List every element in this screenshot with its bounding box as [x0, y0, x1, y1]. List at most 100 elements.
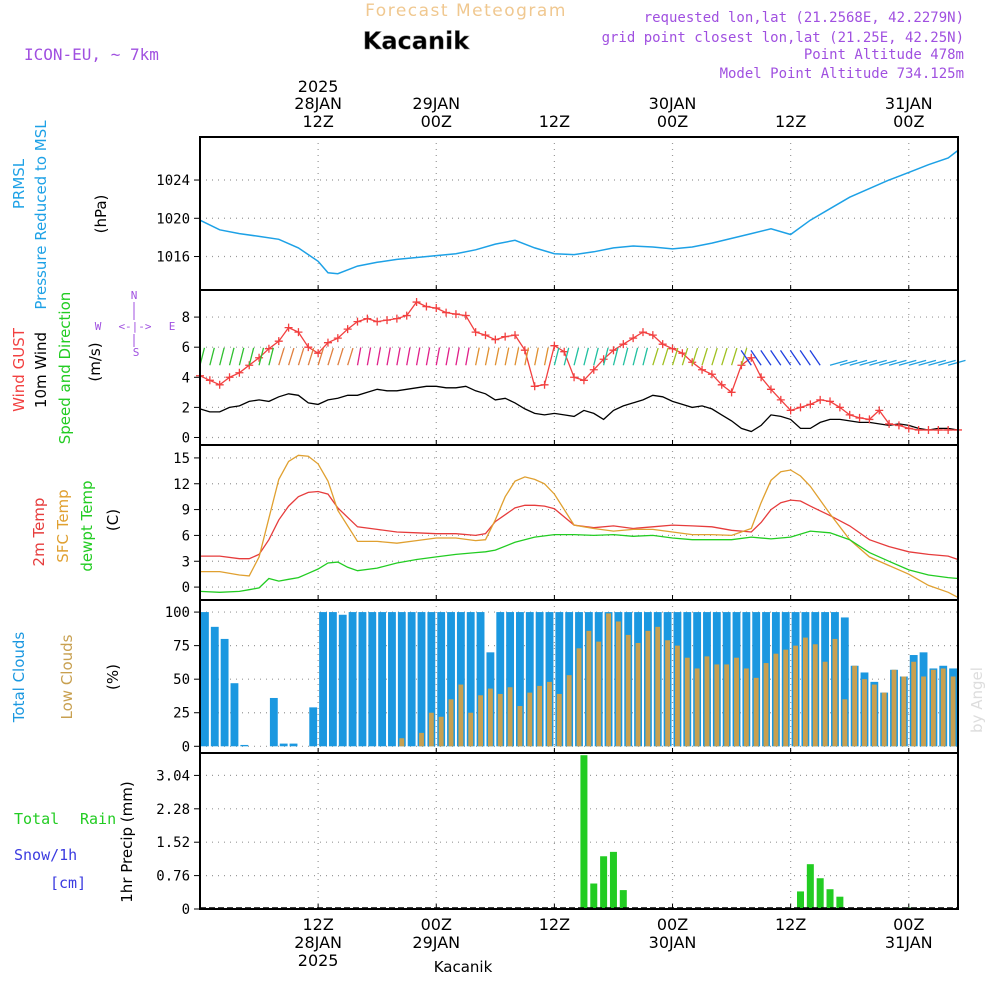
- wind10m-line: [199, 385, 959, 433]
- top-time-label: 12Z: [775, 112, 806, 131]
- tsfc-line: [200, 454, 959, 598]
- clouds-ytick-label: 75: [173, 639, 190, 655]
- dewpt-line: [199, 530, 959, 593]
- wind-arrow: [484, 347, 490, 366]
- wind-arrow: [632, 347, 639, 366]
- gust-point: [894, 421, 903, 430]
- gust-point: [757, 373, 766, 382]
- banner-title: Forecast Meteogram: [365, 1, 567, 21]
- total-cloud-bar: [555, 612, 564, 747]
- wind-arrow: [642, 347, 649, 366]
- gust-point: [383, 316, 392, 325]
- total-cloud-bar: [525, 612, 534, 747]
- gust-point: [550, 341, 559, 350]
- wind-arrow: [425, 347, 431, 366]
- low-cloud-bar: [665, 640, 671, 747]
- gust-point: [451, 310, 460, 319]
- total-cloud-bar: [319, 612, 327, 747]
- gust-point: [274, 337, 283, 346]
- clouds-panel: 0 25 50 75 100: [165, 599, 959, 755]
- gust-point: [944, 425, 953, 434]
- temp-ytick-label: 9: [182, 503, 190, 519]
- total-cloud-bar: [417, 612, 426, 747]
- bottom-time-label: 12Z: [775, 915, 806, 934]
- wind-arrow: [721, 347, 728, 366]
- wind-arrow: [415, 347, 421, 366]
- gust-point: [294, 328, 303, 337]
- gust-point: [816, 395, 825, 404]
- gust-point: [579, 376, 588, 385]
- bottom-time-label: 00Z: [893, 915, 924, 934]
- bottom-date-label: 30JAN: [649, 933, 697, 952]
- wind-border: [199, 289, 959, 446]
- wind-arrow: [622, 347, 629, 366]
- low-cloud-bar: [399, 738, 405, 747]
- top-date-label: 30JAN: [649, 94, 697, 113]
- gust-point: [875, 406, 884, 415]
- gust-point: [432, 304, 441, 313]
- wind-arrow: [602, 347, 609, 366]
- t2m-line: [200, 490, 959, 561]
- requested-coords: requested lon,lat (21.2568E, 42.2279N): [644, 10, 964, 26]
- total-cloud-bar: [496, 612, 505, 747]
- wind-arrow: [524, 347, 530, 366]
- gust-point: [717, 380, 726, 389]
- wind-arrow: [789, 350, 802, 366]
- total-cloud-bar: [358, 612, 367, 747]
- wind-arrow: [730, 347, 738, 366]
- grid-point-coords: grid point closest lon,lat (21.25E, 42.2…: [602, 30, 964, 46]
- watermark: by Angel: [968, 667, 986, 733]
- low-cloud-bar: [891, 669, 897, 747]
- temp-ytick-label: 3: [182, 554, 190, 570]
- gust-point: [225, 373, 234, 382]
- clouds-ytick-label: 100: [165, 605, 190, 621]
- low-cloud-bar: [763, 663, 769, 747]
- rain-bar: [609, 851, 617, 909]
- bottom-time-label: 12Z: [302, 915, 333, 934]
- rain-bar: [816, 878, 824, 909]
- temperature-panel: 0 3 6 9 12 15: [173, 444, 959, 601]
- tsfc-label: SFC Temp: [54, 489, 72, 562]
- total-cloud-bar: [388, 612, 396, 747]
- wind-arrow: [938, 359, 956, 366]
- total-cloud-bar: [476, 612, 485, 747]
- compass-w: W: [95, 320, 102, 333]
- wind-arrow: [268, 347, 274, 366]
- total-cloud-bar: [230, 683, 239, 747]
- total-cloud-bar: [289, 743, 298, 747]
- rain-bar: [580, 755, 588, 909]
- wind-arrow: [701, 347, 708, 366]
- top-time-label: 12Z: [302, 112, 333, 131]
- gust-point: [481, 331, 490, 340]
- gust-point: [461, 311, 470, 320]
- clouds-panel-labels: Total Clouds Low Clouds (%): [10, 632, 122, 724]
- wind-arrow: [612, 347, 619, 366]
- low-cloud-bar: [940, 668, 946, 747]
- clouds-ytick-label: 50: [173, 672, 190, 688]
- dewpt-label: dewpt Temp: [78, 480, 96, 571]
- pressure-ytick-label: 1024: [156, 173, 190, 189]
- pressure-panel: 1016 1020 1024: [156, 136, 959, 291]
- total-cloud-bar: [516, 612, 524, 747]
- gust-point: [412, 298, 421, 307]
- gust-point: [392, 314, 401, 323]
- gust-label: Wind GUST: [10, 327, 28, 412]
- low-cloud-bar: [586, 630, 592, 747]
- low-cloud-bar: [576, 648, 582, 747]
- total-cloud-bar: [840, 617, 849, 747]
- total-cloud-bar: [328, 612, 337, 747]
- compass-n: N: [131, 289, 138, 302]
- wind-arrow: [879, 359, 897, 366]
- low-cloud-bar: [842, 699, 848, 747]
- total-cloud-bar: [368, 612, 377, 747]
- low-cloud-bar: [832, 638, 838, 747]
- temp-ytick-label: 15: [173, 451, 190, 467]
- low-cloud-bar: [419, 732, 424, 747]
- precip-border: [199, 752, 959, 910]
- low-cloud-bar: [596, 641, 602, 747]
- wind-arrow: [760, 350, 772, 366]
- wind-arrow: [849, 359, 868, 366]
- low-cloud-bar: [645, 630, 651, 747]
- temp-ytick-label: 6: [182, 528, 190, 544]
- low-cloud-bar: [773, 653, 779, 747]
